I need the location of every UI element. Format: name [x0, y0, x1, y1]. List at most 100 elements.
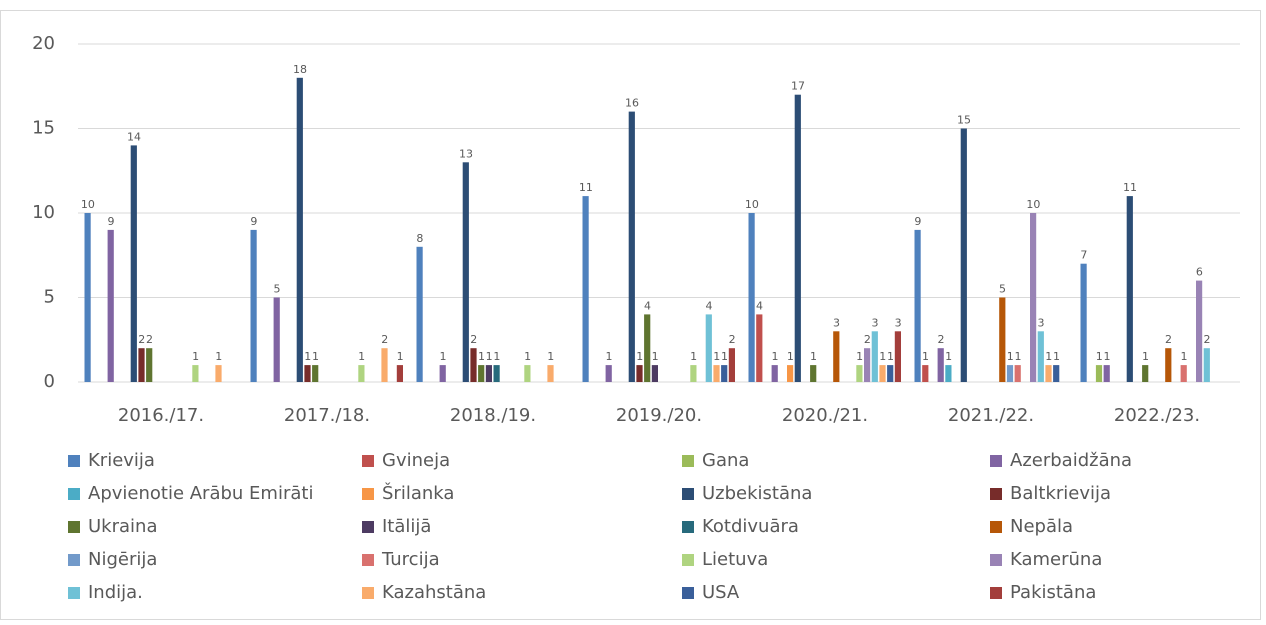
bar: [605, 365, 612, 382]
data-label: 2: [470, 333, 477, 346]
bar: [1053, 365, 1060, 382]
x-tick-label: 2017./18.: [284, 405, 370, 426]
data-label: 1: [439, 350, 446, 363]
legend-label: USA: [702, 582, 740, 603]
x-tick-label: 2016./17.: [118, 405, 204, 426]
bar: [1196, 280, 1203, 382]
data-label: 1: [652, 350, 659, 363]
data-label: 2: [1204, 333, 1211, 346]
bar: [748, 213, 755, 382]
bar: [1014, 365, 1021, 382]
data-label: 1: [771, 350, 778, 363]
data-label: 18: [293, 63, 307, 76]
bar: [358, 365, 365, 382]
bar: [705, 314, 712, 382]
legend-swatch: [682, 521, 694, 533]
legend-label: Nigērija: [88, 549, 157, 570]
bar: [756, 314, 763, 382]
data-label: 1: [312, 350, 319, 363]
bar: [794, 94, 801, 382]
bar: [651, 365, 658, 382]
data-label: 1: [922, 350, 929, 363]
bar: [713, 365, 720, 382]
bar: [922, 365, 929, 382]
data-label: 1: [636, 350, 643, 363]
bar: [478, 365, 485, 382]
bar: [439, 365, 446, 382]
data-label: 10: [81, 198, 95, 211]
bar: [833, 331, 840, 382]
legend-swatch: [68, 455, 80, 467]
bar: [381, 348, 388, 382]
data-label: 1: [1053, 350, 1060, 363]
data-label: 11: [579, 181, 593, 194]
legend-label: Lietuva: [702, 549, 768, 570]
data-label: 1: [304, 350, 311, 363]
data-label: 7: [1080, 249, 1087, 262]
bar: [1095, 365, 1103, 382]
data-label: 2: [138, 333, 145, 346]
data-label: 11: [1123, 181, 1137, 194]
bar: [485, 365, 492, 382]
y-tick-label: 15: [32, 118, 55, 139]
legend-swatch: [682, 554, 694, 566]
bar: [138, 348, 145, 382]
bar: [1103, 365, 1110, 382]
data-label: 1: [1045, 350, 1052, 363]
bar: [304, 365, 311, 382]
data-label: 1: [358, 350, 365, 363]
legend-label: Gana: [702, 450, 749, 471]
bar: [871, 331, 878, 382]
data-label: 1: [192, 350, 199, 363]
bar: [215, 365, 222, 382]
data-label: 1: [1142, 350, 1149, 363]
data-label: 2: [729, 333, 736, 346]
bar: [636, 365, 643, 382]
legend-label: Kazahstāna: [382, 582, 486, 603]
x-tick-label: 2020./21.: [782, 405, 868, 426]
data-label: 3: [872, 316, 879, 329]
bar: [810, 365, 817, 382]
data-label: 1: [713, 350, 720, 363]
bar: [1045, 365, 1052, 382]
data-label: 1: [721, 350, 728, 363]
bar: [524, 365, 531, 382]
data-label: 10: [745, 198, 759, 211]
data-label: 1: [397, 350, 404, 363]
data-label: 2: [381, 333, 388, 346]
bar: [146, 348, 153, 382]
legend-label: Kamerūna: [1010, 549, 1102, 570]
data-label: 4: [706, 299, 713, 312]
x-tick-label: 2018./19.: [450, 405, 536, 426]
bar: [470, 348, 477, 382]
data-label: 2: [1165, 333, 1172, 346]
legend-swatch: [990, 455, 1002, 467]
data-label: 3: [833, 316, 840, 329]
x-tick-label: 2021./22.: [948, 405, 1034, 426]
data-label: 14: [127, 130, 141, 143]
data-label: 6: [1196, 266, 1203, 279]
bar: [1203, 348, 1210, 382]
legend-swatch: [682, 455, 694, 467]
legend-label: Ukraina: [88, 516, 157, 537]
bar: [84, 213, 91, 382]
bar: [493, 365, 500, 382]
data-label: 1: [787, 350, 794, 363]
data-label: 1: [690, 350, 697, 363]
legend-swatch: [682, 488, 694, 500]
legend-label: Nepāla: [1010, 516, 1073, 537]
legend-swatch: [990, 488, 1002, 500]
bar: [396, 365, 403, 382]
legend-label: Baltkrievija: [1010, 483, 1111, 504]
data-label: 1: [1103, 350, 1110, 363]
legend-swatch: [682, 587, 694, 599]
y-tick-label: 20: [32, 33, 55, 54]
bar: [728, 348, 735, 382]
bar: [547, 365, 554, 382]
data-label: 16: [625, 97, 639, 110]
data-label: 9: [107, 215, 114, 228]
data-label: 1: [486, 350, 493, 363]
legend-swatch: [990, 554, 1002, 566]
data-label: 1: [879, 350, 886, 363]
